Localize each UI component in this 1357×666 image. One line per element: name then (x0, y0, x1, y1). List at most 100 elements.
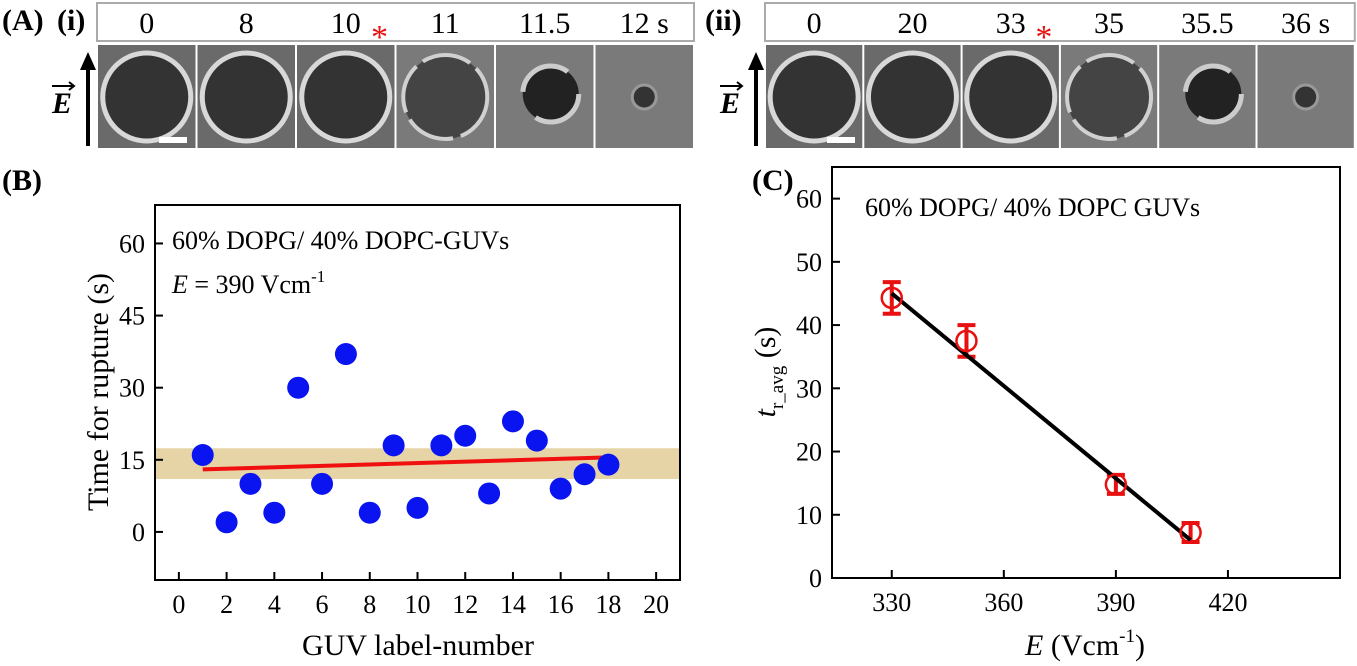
y-tick-label: 45 (119, 302, 145, 331)
x-tick-label: 16 (548, 590, 574, 619)
y-tick-label: 20 (796, 438, 822, 467)
x-tick-label: 6 (316, 590, 329, 619)
y-tick-label: 15 (119, 446, 145, 475)
point (358, 501, 381, 524)
set-label: (ii) (705, 4, 742, 37)
point (1179, 521, 1202, 544)
fit-line (202, 455, 609, 472)
vesicle (1292, 83, 1320, 111)
time-label: 8 (239, 7, 254, 40)
axes-frame (831, 166, 1341, 579)
x-axis-label: E (Vcm-1) (1024, 626, 1145, 662)
point (597, 453, 620, 476)
x-tick-label: 390 (1096, 588, 1135, 617)
point (573, 463, 596, 486)
point (239, 472, 262, 495)
time-label: 12 s (620, 7, 669, 40)
x-tick-label: 0 (172, 590, 185, 619)
field-arrow-head (80, 52, 96, 70)
point (478, 482, 501, 505)
y-tick-label: 0 (132, 518, 145, 547)
x-tick-label: 10 (405, 590, 431, 619)
y-axis-label: tr_avg (s) (749, 327, 788, 418)
text: (Vcm (1043, 629, 1119, 662)
vesicle (767, 50, 861, 144)
y-tick-label: 60 (796, 185, 822, 214)
time-label: 35.5 (1181, 7, 1234, 40)
x-axis-label: GUV label-number (302, 629, 534, 662)
time-label: 10 (331, 7, 361, 40)
field-vector-arrow (52, 81, 76, 91)
superscript: -1 (311, 267, 325, 286)
time-label: 33 (996, 7, 1026, 40)
field-label: E (51, 87, 72, 120)
time-label: 11 (431, 7, 460, 40)
point (263, 501, 286, 524)
y-tick-label: 0 (809, 564, 822, 593)
y-axis-label: Time for rupture (s) (82, 273, 115, 511)
field-arrow-head (748, 52, 764, 70)
y-tick-label: 30 (796, 374, 822, 403)
text: = 390 Vcm (188, 270, 311, 299)
x-tick-label: 8 (363, 590, 376, 619)
text: ) (1135, 629, 1145, 662)
point (287, 376, 310, 399)
x-tick-label: 18 (595, 590, 621, 619)
x-tick-label: 4 (268, 590, 281, 619)
panel-label: (B) (2, 164, 42, 197)
vesicle (865, 50, 959, 144)
symbol: t (749, 408, 782, 417)
fit-line (890, 291, 1192, 542)
annotation: 60% DOPG/ 40% DOPC GUVs (865, 193, 1200, 222)
point (382, 434, 405, 457)
point (1104, 473, 1128, 496)
x-tick-label: 360 (984, 588, 1023, 617)
vesicle (1182, 63, 1244, 125)
point (191, 444, 214, 466)
vesicle (630, 83, 658, 111)
y-tick-label: 10 (796, 501, 822, 530)
vesicle (964, 50, 1058, 144)
time-box (764, 2, 1356, 42)
asterisk: * (371, 19, 388, 56)
point (501, 410, 524, 433)
vesicle (199, 50, 293, 144)
symbol: E (171, 270, 188, 299)
point (549, 477, 572, 500)
x-tick-label: 420 (1208, 588, 1247, 617)
time-label: 20 (897, 7, 927, 40)
time-label: 11.5 (519, 7, 570, 40)
point (525, 429, 548, 452)
vesicle (401, 53, 490, 141)
vesicle (1065, 53, 1154, 141)
point (406, 496, 429, 519)
point (215, 511, 238, 534)
point (430, 434, 453, 457)
x-tick-label: 14 (500, 590, 526, 619)
time-label: 36 s (1281, 7, 1330, 40)
x-tick-label: 2 (220, 590, 233, 619)
y-tick-label: 30 (119, 374, 145, 403)
field-vector-arrow (720, 81, 744, 91)
vesicle (520, 63, 582, 125)
y-tick-label: 60 (119, 229, 145, 258)
annotation: 60% DOPG/ 40% DOPC-GUVs (172, 226, 509, 255)
point (454, 424, 477, 447)
y-tick-label: 40 (796, 311, 822, 340)
panel-label: (A) (2, 4, 44, 37)
point (955, 329, 978, 353)
scale-bar (159, 137, 187, 143)
text: (s) (749, 327, 782, 366)
asterisk: * (1035, 19, 1052, 56)
subscript: r_avg (767, 365, 788, 409)
point (880, 286, 904, 310)
scale-bar (827, 137, 855, 143)
field-label: E (719, 87, 740, 120)
time-label: 0 (807, 7, 822, 40)
annotation: E = 390 Vcm-1 (171, 267, 325, 299)
superscript: -1 (1119, 626, 1135, 647)
time-box (96, 2, 695, 42)
set-label: (i) (57, 4, 85, 37)
